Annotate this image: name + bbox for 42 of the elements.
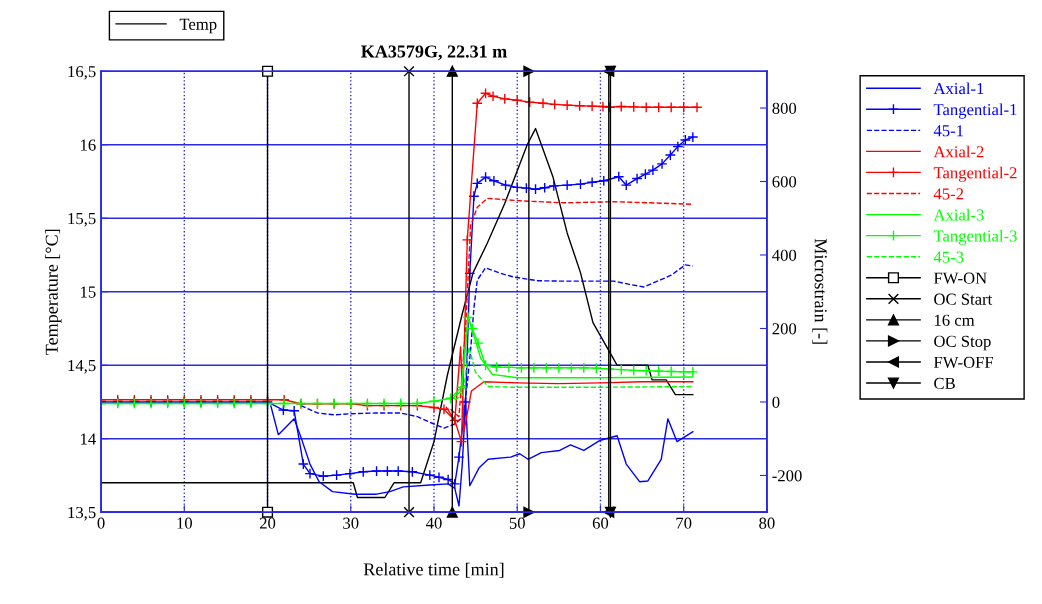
legend-label: CB <box>934 377 955 390</box>
x-tick-label: 0 <box>97 517 105 529</box>
y2-tick-label: 600 <box>772 176 797 188</box>
legend-label: Axial-3 <box>933 208 984 221</box>
legend-label: Tangential-1 <box>933 103 1017 119</box>
legend-label: 45-3 <box>933 251 964 263</box>
x-tick-label: 10 <box>177 517 192 529</box>
legend-label: Tangential-3 <box>933 229 1017 246</box>
x-axis-title: Relative time [min] <box>363 562 504 578</box>
x-tick-label: 60 <box>592 517 609 529</box>
y2-tick-label: 200 <box>772 323 797 335</box>
legend-label: 45-2 <box>933 188 964 200</box>
x-tick-label: 50 <box>509 517 525 529</box>
y-tick-label: 13,5 <box>68 506 96 521</box>
x-tick-label: 40 <box>425 517 442 529</box>
y-tick-label: 16,5 <box>68 66 96 80</box>
legend-label: 16 cm <box>934 314 975 326</box>
x-tick-label: 20 <box>259 517 276 529</box>
x-tick-label: 30 <box>343 517 359 529</box>
legend-label: Temp <box>179 18 217 34</box>
legend-label: Tangential-2 <box>933 166 1017 182</box>
y-tick-label: 14 <box>81 433 96 445</box>
y2-tick-label: 400 <box>772 249 797 261</box>
y-tick-label: 15 <box>81 286 96 298</box>
legend-label: OC Start <box>934 293 993 305</box>
x-tick-label: 70 <box>676 517 692 529</box>
y-axis-title: Temperature [°C] <box>45 229 62 355</box>
y2-tick-label: 800 <box>772 102 797 114</box>
y-tick-label: 16 <box>81 139 96 151</box>
chart-title: KA3579G, 22.31 m <box>361 45 507 61</box>
legend-label: FW-OFF <box>933 356 994 369</box>
legend-label: 45-1 <box>933 125 964 137</box>
y2-tick-label: 0 <box>772 396 780 408</box>
x-tick-label: 80 <box>759 517 775 529</box>
legend-label: OC Stop <box>934 335 991 351</box>
legend-label: Axial-1 <box>933 82 984 95</box>
legend-label: Axial-2 <box>933 145 984 158</box>
y-tick-label: 15,5 <box>68 213 96 227</box>
legend-label: FW-ON <box>933 272 987 284</box>
y2-tick-label: -200 <box>772 470 802 482</box>
y-tick-label: 14,5 <box>68 360 96 374</box>
y2-axis-title: Microstrain [-] <box>812 238 828 344</box>
